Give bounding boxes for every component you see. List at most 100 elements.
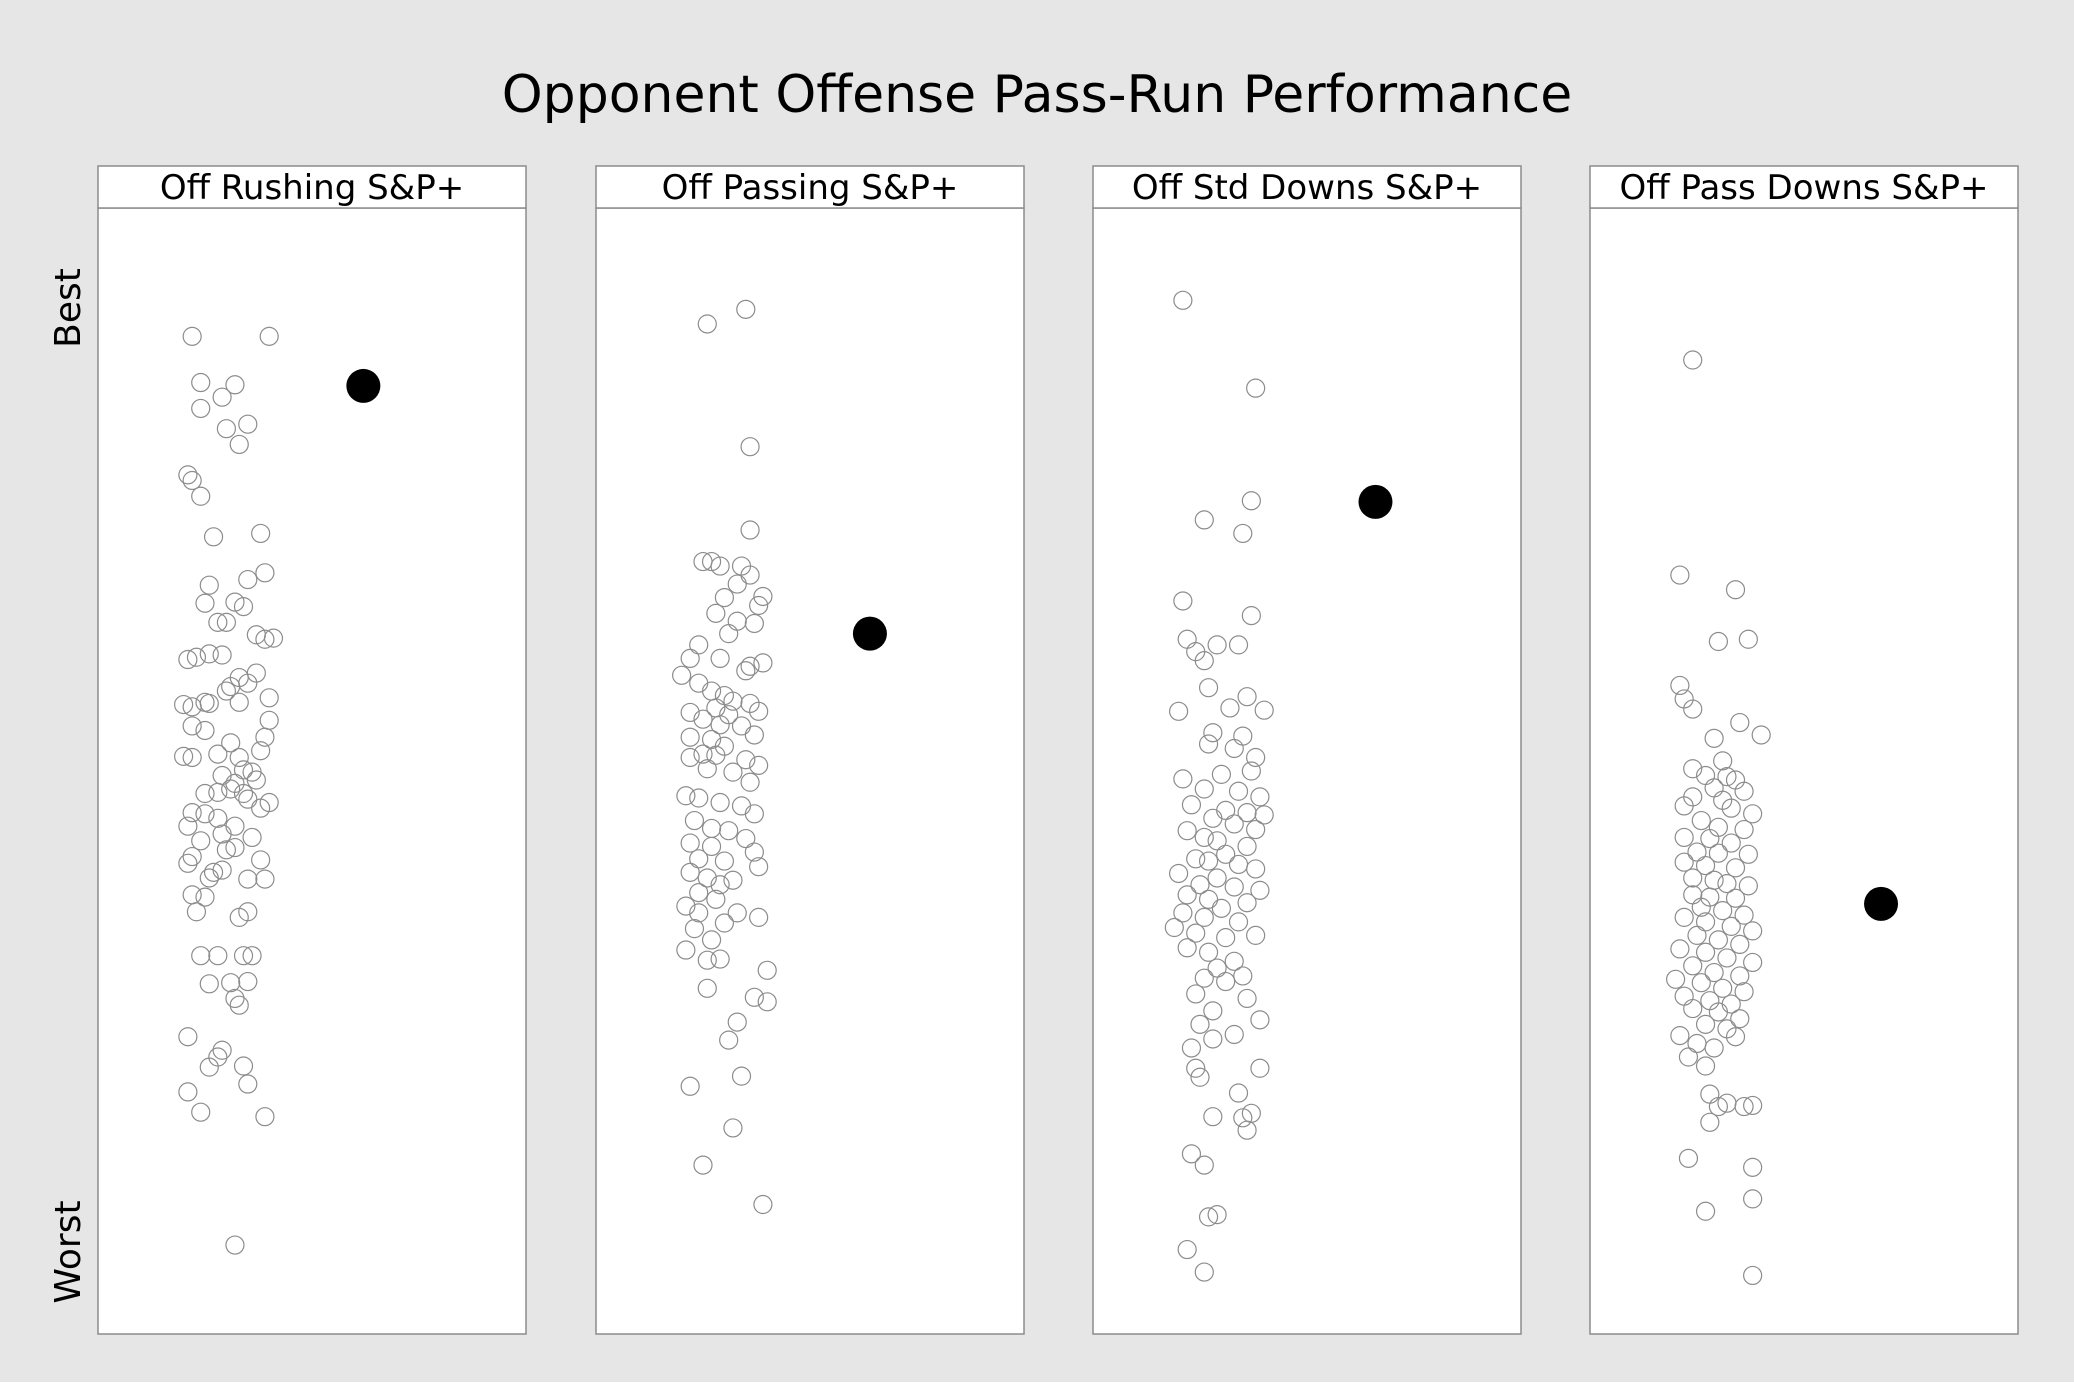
- data-point: [689, 849, 709, 869]
- data-point: [714, 913, 735, 933]
- data-point: [676, 786, 696, 806]
- data-point: [1738, 629, 1758, 649]
- data-point: [680, 862, 700, 882]
- data-point: [1713, 751, 1733, 771]
- data-point: [1228, 912, 1249, 932]
- data-point: [1670, 1026, 1690, 1046]
- data-point: [195, 593, 215, 613]
- data-point: [727, 903, 747, 923]
- data-point: [749, 755, 769, 775]
- data-point: [195, 887, 215, 907]
- data-point: [216, 612, 236, 632]
- data-point: [710, 792, 730, 813]
- data-point: [1717, 948, 1737, 968]
- data-point: [1683, 699, 1703, 719]
- data-point: [1177, 1239, 1197, 1260]
- data-point: [1254, 700, 1274, 720]
- data-point: [1678, 1148, 1699, 1168]
- data-point: [701, 729, 722, 750]
- data-point: [1228, 635, 1249, 655]
- data-point: [1198, 678, 1219, 698]
- data-point: [710, 556, 730, 576]
- data-point: [680, 727, 700, 747]
- data-point: [191, 1102, 211, 1122]
- data-point: [1704, 1038, 1724, 1058]
- data-point: [1220, 698, 1240, 718]
- data-point: [1695, 942, 1716, 962]
- data-point: [1704, 728, 1724, 748]
- data-point: [723, 870, 743, 890]
- data-point: [1168, 863, 1189, 884]
- panel: Off Pass Downs S&P+: [1589, 165, 2019, 1335]
- data-point: [697, 978, 717, 998]
- data-point: [259, 326, 279, 346]
- data-point: [1216, 971, 1236, 992]
- data-point: [719, 821, 739, 841]
- data-point: [233, 783, 254, 804]
- data-point: [225, 1235, 245, 1255]
- data-point: [757, 960, 777, 980]
- data-point: [1198, 1207, 1219, 1227]
- data-point: [225, 837, 245, 858]
- data-point: [174, 746, 194, 766]
- panel-plot-area: [595, 207, 1025, 1335]
- data-point: [1674, 852, 1694, 872]
- data-point: [701, 836, 722, 857]
- data-point: [1678, 1047, 1699, 1067]
- data-point: [242, 827, 262, 848]
- highlight-point: [1358, 484, 1393, 519]
- data-point: [229, 747, 249, 768]
- data-point: [1186, 923, 1206, 943]
- data-point: [706, 603, 726, 623]
- data-point: [233, 597, 254, 617]
- data-point: [1691, 973, 1711, 993]
- data-point: [221, 973, 241, 993]
- data-point: [1203, 1029, 1223, 1049]
- data-point: [1207, 831, 1227, 851]
- data-point: [710, 715, 730, 735]
- data-point: [191, 831, 211, 851]
- data-point: [680, 833, 700, 853]
- data-point: [1237, 893, 1257, 913]
- data-point: [1730, 1009, 1750, 1029]
- data-point: [1674, 907, 1694, 927]
- data-point: [1177, 938, 1197, 958]
- data-point: [199, 575, 219, 595]
- data-point: [229, 692, 249, 712]
- data-point: [255, 1107, 275, 1127]
- data-point: [238, 569, 258, 590]
- panel-plot-area: [97, 207, 527, 1335]
- data-point: [1207, 868, 1227, 888]
- data-point: [1194, 827, 1214, 848]
- data-point: [199, 644, 219, 664]
- data-point: [238, 971, 258, 992]
- data-point: [1246, 378, 1266, 398]
- data-point: [186, 902, 207, 922]
- data-point: [174, 694, 194, 715]
- data-point: [1173, 769, 1193, 789]
- data-point: [736, 661, 756, 681]
- data-point: [736, 750, 756, 770]
- data-point: [195, 720, 215, 741]
- data-point: [216, 419, 236, 439]
- data-point: [740, 437, 760, 457]
- data-point: [182, 846, 202, 867]
- data-point: [238, 789, 258, 809]
- data-point: [1734, 819, 1754, 840]
- data-point: [1738, 844, 1758, 864]
- data-point: [251, 850, 271, 870]
- data-point: [212, 824, 232, 844]
- data-point: [1173, 290, 1193, 310]
- data-point: [1254, 805, 1274, 825]
- data-point: [1237, 836, 1257, 857]
- data-point: [1246, 747, 1266, 768]
- data-point: [680, 747, 700, 768]
- data-point: [1203, 1107, 1223, 1127]
- data-point: [1695, 855, 1716, 876]
- data-point: [1164, 917, 1184, 938]
- data-point: [680, 1076, 700, 1096]
- data-point: [1241, 606, 1261, 626]
- data-point: [1743, 1157, 1763, 1177]
- data-point: [1743, 1189, 1763, 1209]
- data-point: [1194, 968, 1214, 988]
